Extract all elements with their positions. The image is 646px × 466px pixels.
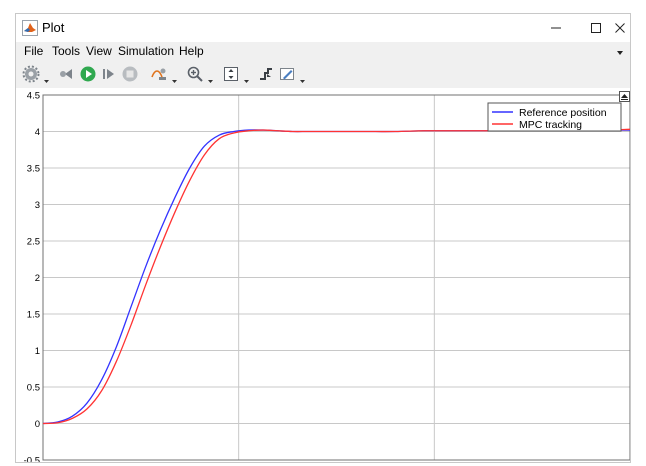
y-tick-label: 4 <box>35 127 40 138</box>
stop-icon[interactable] <box>121 65 139 83</box>
zoom-in-icon[interactable] <box>186 65 204 83</box>
signal-selector-icon[interactable] <box>150 65 168 83</box>
axes-box <box>42 94 630 461</box>
y-tick-labels: 4.5 4 3.5 3 2.5 2 1.5 1 0.5 0 -0.5 <box>24 91 40 464</box>
step-forward-icon[interactable] <box>100 65 118 83</box>
maximize-button[interactable] <box>576 16 616 40</box>
menu-overflow-icon[interactable] <box>616 46 624 55</box>
legend-label-reference: Reference position <box>519 107 607 119</box>
y-tick-label: 2.5 <box>27 237 40 248</box>
menu-tools[interactable]: Tools <box>52 44 81 58</box>
reference-position-line <box>42 129 630 425</box>
grid <box>43 95 630 460</box>
chart: 4.5 4 3.5 3 2.5 2 1.5 1 0.5 0 -0.5 Reference posit… <box>24 91 630 464</box>
window-title: Plot <box>42 20 65 35</box>
menu-simulation[interactable]: Simulation <box>118 44 175 58</box>
y-tick-label: 1.5 <box>27 310 40 321</box>
title-bar: Plot <box>16 14 630 42</box>
menu-help[interactable]: Help <box>179 44 204 58</box>
plot-lines <box>42 128 630 425</box>
style-icon[interactable] <box>278 65 296 83</box>
triggers-icon[interactable] <box>257 65 275 83</box>
close-button[interactable] <box>600 16 630 40</box>
fit-dropdown-icon[interactable] <box>244 71 249 83</box>
legend: Reference position MPC tracking <box>487 102 622 132</box>
plot-window: Plot File Tools View Simulation Help <box>15 13 631 463</box>
zoom-dropdown-icon[interactable] <box>208 71 213 83</box>
settings-dropdown-icon[interactable] <box>44 71 49 83</box>
legend-box <box>487 102 622 132</box>
signal-dropdown-icon[interactable] <box>172 71 177 83</box>
menu-file[interactable]: File <box>24 44 44 58</box>
step-back-icon[interactable] <box>58 65 76 83</box>
y-tick-label: 3 <box>35 200 40 211</box>
style-dropdown-icon[interactable] <box>300 71 305 83</box>
gear-icon[interactable] <box>22 65 40 83</box>
toolbar <box>16 62 630 86</box>
legend-label-tracking: MPC tracking <box>519 119 582 131</box>
plot-area: 4.5 4 3.5 3 2.5 2 1.5 1 0.5 0 -0.5 Reference posit… <box>16 88 630 464</box>
y-tick-label: 0.5 <box>27 383 40 394</box>
y-tick-label: 4.5 <box>27 91 40 102</box>
y-tick-label: -0.5 <box>24 456 40 464</box>
y-tick-label: 1 <box>35 346 40 357</box>
expand-panel-icon[interactable] <box>619 89 630 102</box>
matlab-icon <box>22 20 38 36</box>
menu-view[interactable]: View <box>86 44 112 58</box>
y-tick-label: 2 <box>35 273 40 284</box>
minimize-button[interactable] <box>536 16 576 40</box>
menu-bar: File Tools View Simulation Help <box>16 42 630 61</box>
y-tick-label: 3.5 <box>27 164 40 175</box>
fit-view-icon[interactable] <box>222 65 240 83</box>
run-icon[interactable] <box>79 65 97 83</box>
mpc-tracking-line <box>42 128 630 425</box>
y-tick-label: 0 <box>35 419 40 430</box>
